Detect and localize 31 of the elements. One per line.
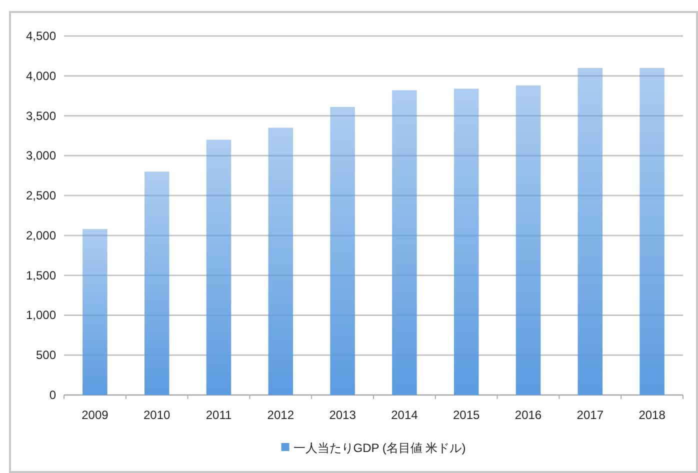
x-tick-label: 2013 — [329, 408, 356, 422]
x-tick-label: 2017 — [576, 408, 604, 422]
x-tick-label: 2012 — [267, 408, 294, 422]
y-tick-label: 3,500 — [26, 108, 56, 123]
y-tick-label: 500 — [36, 348, 56, 362]
bar — [578, 68, 603, 395]
x-tick-label: 2015 — [453, 408, 480, 422]
y-tick-label: 4,500 — [26, 29, 56, 43]
bar — [516, 85, 541, 395]
y-tick-label: 4,000 — [26, 68, 56, 83]
y-tick-label: 1,500 — [26, 268, 56, 282]
x-tick-label: 2010 — [144, 408, 171, 422]
bar — [330, 107, 355, 395]
bar — [268, 128, 294, 395]
bar — [392, 90, 417, 395]
y-tick-label: 0 — [49, 388, 56, 402]
bar — [640, 68, 664, 395]
x-tick-label: 2011 — [206, 408, 232, 422]
y-tick-label: 2,500 — [26, 188, 56, 203]
x-tick-label: 2014 — [391, 408, 418, 422]
y-tick-label: 3,000 — [26, 148, 56, 163]
y-tick-label: 2,000 — [26, 228, 56, 242]
bar — [454, 88, 479, 395]
x-tick-label: 2018 — [638, 408, 666, 422]
bar — [206, 140, 232, 395]
legend: 一人当たりGDP (名目値 米ドル) — [281, 441, 466, 455]
bar — [82, 229, 108, 395]
bar — [144, 172, 170, 395]
y-tick-label: 1,000 — [26, 308, 56, 322]
x-tick-label: 2016 — [514, 408, 542, 422]
x-tick-label: 2009 — [82, 408, 109, 422]
